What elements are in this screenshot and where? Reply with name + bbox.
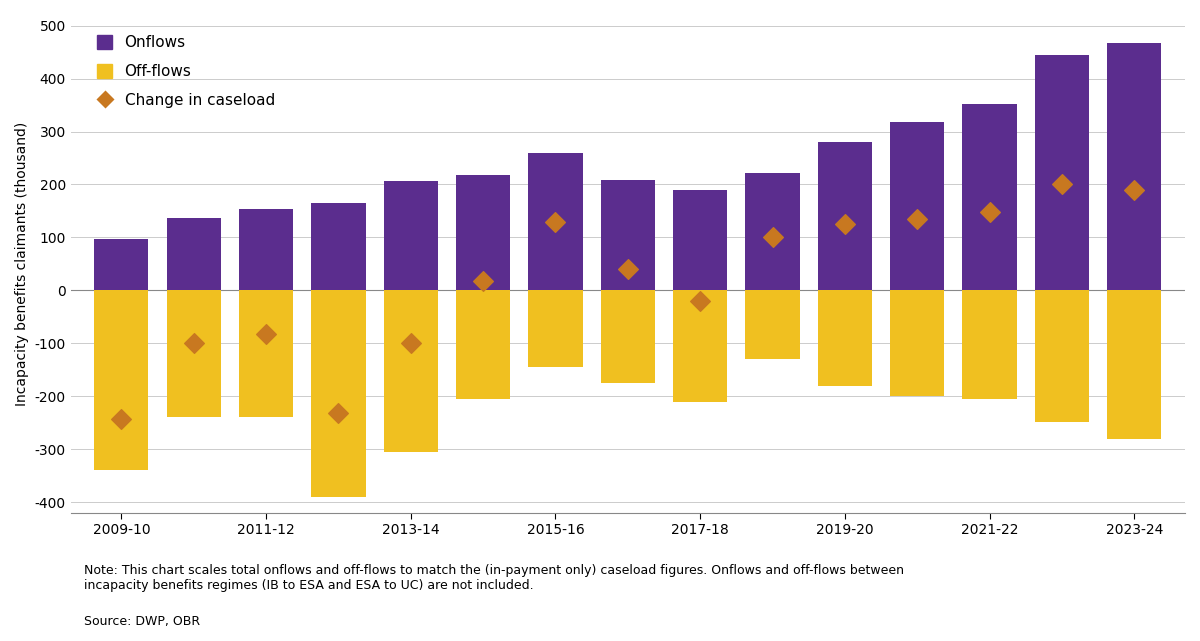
Bar — [817, 142, 872, 290]
Text: Note: This chart scales total onflows and off-flows to match the (in-payment onl: Note: This chart scales total onflows an… — [84, 564, 904, 592]
Point — [763, 232, 782, 242]
Bar — [601, 290, 655, 383]
Bar — [673, 190, 727, 290]
Bar — [384, 290, 438, 452]
Bar — [673, 290, 727, 402]
Bar — [456, 176, 510, 290]
Bar — [239, 290, 293, 417]
Bar — [962, 290, 1016, 399]
Point — [401, 338, 420, 349]
Point — [546, 217, 565, 227]
Bar — [167, 290, 221, 417]
Bar — [1108, 290, 1162, 438]
Point — [1052, 179, 1072, 190]
Bar — [94, 290, 149, 470]
Bar — [528, 290, 583, 367]
Bar — [1034, 290, 1090, 422]
Bar — [890, 122, 944, 290]
Point — [112, 414, 131, 424]
Bar — [384, 181, 438, 290]
Bar — [1108, 42, 1162, 290]
Point — [835, 219, 854, 229]
Bar — [456, 290, 510, 399]
Bar — [1034, 54, 1090, 290]
Point — [474, 276, 493, 286]
Legend: Onflows, Off-flows, Change in caseload: Onflows, Off-flows, Change in caseload — [90, 28, 282, 115]
Y-axis label: Incapacity benefits claimants (thousand): Incapacity benefits claimants (thousand) — [16, 122, 29, 406]
Bar — [311, 203, 366, 290]
Bar — [528, 153, 583, 290]
Point — [1124, 185, 1144, 195]
Bar — [167, 219, 221, 290]
Bar — [962, 104, 1016, 290]
Point — [690, 296, 709, 306]
Bar — [311, 290, 366, 497]
Point — [184, 338, 203, 349]
Bar — [601, 180, 655, 290]
Bar — [745, 173, 799, 290]
Point — [329, 408, 348, 419]
Point — [907, 213, 926, 224]
Bar — [94, 239, 149, 290]
Point — [980, 207, 1000, 217]
Point — [618, 264, 637, 274]
Text: Source: DWP, OBR: Source: DWP, OBR — [84, 615, 200, 628]
Bar — [817, 290, 872, 386]
Bar — [890, 290, 944, 396]
Bar — [239, 210, 293, 290]
Bar — [745, 290, 799, 359]
Point — [257, 329, 276, 339]
